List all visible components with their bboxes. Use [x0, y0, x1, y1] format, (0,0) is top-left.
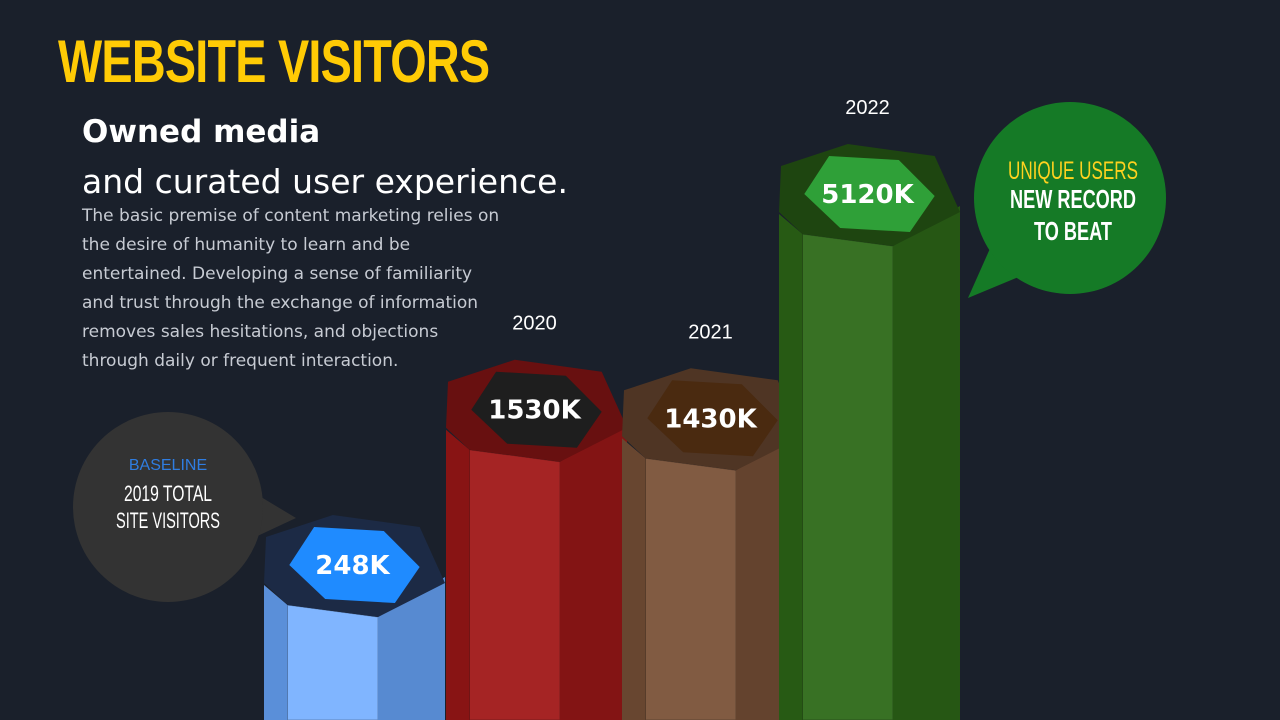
bar-value-label: 1430K [664, 404, 757, 434]
record-line2: TO BEAT [1034, 216, 1112, 246]
bar-left-face [779, 214, 803, 720]
section-heading: Owned media [82, 114, 321, 150]
bar-year-label: 2021 [688, 321, 733, 343]
bar-2022: 5120K 2022 [779, 97, 960, 720]
bar-right-face [378, 577, 445, 720]
baseline-line1: 2019 TOTAL [124, 481, 212, 506]
bar-front-face [645, 457, 737, 720]
bar-front-face [287, 604, 379, 720]
bar-value-label: 248K [315, 551, 390, 581]
record-callout: UNIQUE USERS NEW RECORD TO BEAT [968, 102, 1166, 298]
bar-value-badge [804, 156, 935, 232]
bar-2019: 248K [264, 515, 445, 720]
bar-right-face [893, 206, 960, 720]
bar-left-face [622, 438, 646, 720]
baseline-line2: SITE VISITORS [116, 508, 220, 533]
bar-value-badge [471, 371, 602, 448]
record-callout-tail [968, 244, 1040, 298]
bar-value-label: 1530K [488, 396, 581, 426]
bar-value-badge [289, 527, 420, 603]
bar-year-label: 2022 [845, 97, 890, 119]
bar-right-face [560, 421, 627, 720]
baseline-kicker: BASELINE [129, 457, 207, 474]
bar-year-label: 2020 [512, 313, 557, 335]
bar-value-label: 5120K [821, 180, 914, 210]
record-callout-bubble [974, 102, 1166, 294]
record-line1: NEW RECORD [1010, 184, 1136, 214]
bar-front-face [802, 233, 894, 720]
section-subheading: and curated user experience. [82, 162, 568, 201]
bar-left-face [264, 585, 288, 720]
bar-front-face [469, 449, 561, 720]
bar-2021: 1430K 2021 [622, 321, 803, 720]
bar-value-badge [647, 380, 778, 457]
baseline-callout: BASELINE 2019 TOTAL SITE VISITORS [73, 412, 296, 602]
record-kicker: UNIQUE USERS [1008, 157, 1138, 185]
baseline-callout-bubble [73, 412, 263, 602]
body-paragraph: The basic premise of content marketing r… [82, 206, 500, 371]
bar-2020: 1530K 2020 [446, 313, 627, 720]
bars-layer: 248K 1530K 2020 1430K 2021 5120K 2022 [264, 97, 960, 720]
page-title: WEBSITE VISITORS [58, 28, 490, 95]
bar-left-face [446, 429, 470, 720]
